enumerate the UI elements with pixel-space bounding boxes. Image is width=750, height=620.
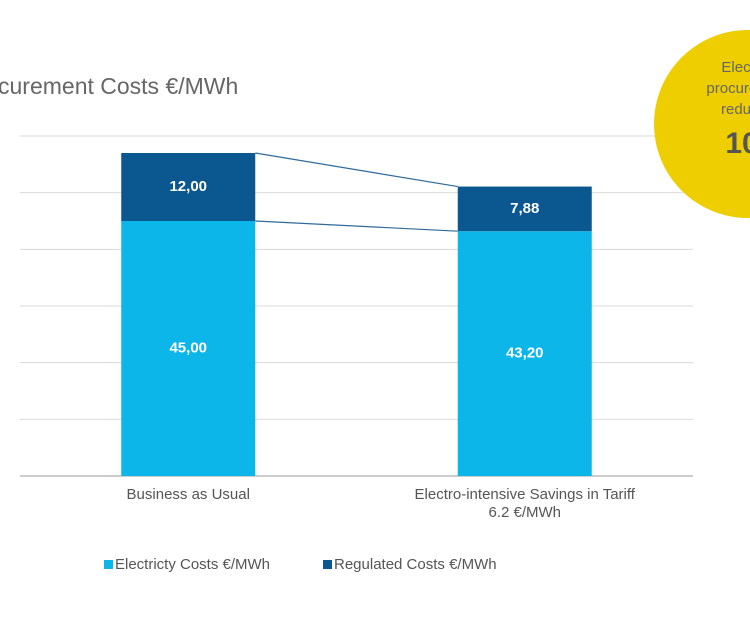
legend-label: Electricty Costs €/MWh — [115, 556, 270, 573]
chart-title: curement Costs €/MWh — [0, 73, 238, 99]
x-tick-label: Business as Usual — [126, 486, 250, 503]
connector-line — [255, 152, 458, 188]
value-label: 45,00 — [169, 339, 207, 356]
bar-segment — [457, 186, 592, 232]
bar-segment — [457, 231, 592, 476]
bar-segment — [121, 153, 256, 221]
legend-swatch — [104, 560, 113, 569]
connector-line — [255, 220, 458, 232]
bar-segment — [121, 221, 256, 476]
legend-label: Regulated Costs €/MWh — [334, 556, 497, 573]
callout-text: procuren — [706, 80, 750, 97]
legend-swatch — [323, 560, 332, 569]
callout-value: 10 — [725, 127, 750, 160]
callout-text: redu — [721, 101, 750, 118]
x-tick-label: Electro-intensive Savings in Tariff 6.2 … — [414, 486, 635, 521]
value-label: 7,88 — [510, 200, 539, 217]
value-label: 12,00 — [169, 178, 207, 195]
value-label: 43,20 — [506, 345, 544, 362]
callout-circle — [654, 30, 750, 218]
callout-text: Elec — [721, 59, 750, 76]
